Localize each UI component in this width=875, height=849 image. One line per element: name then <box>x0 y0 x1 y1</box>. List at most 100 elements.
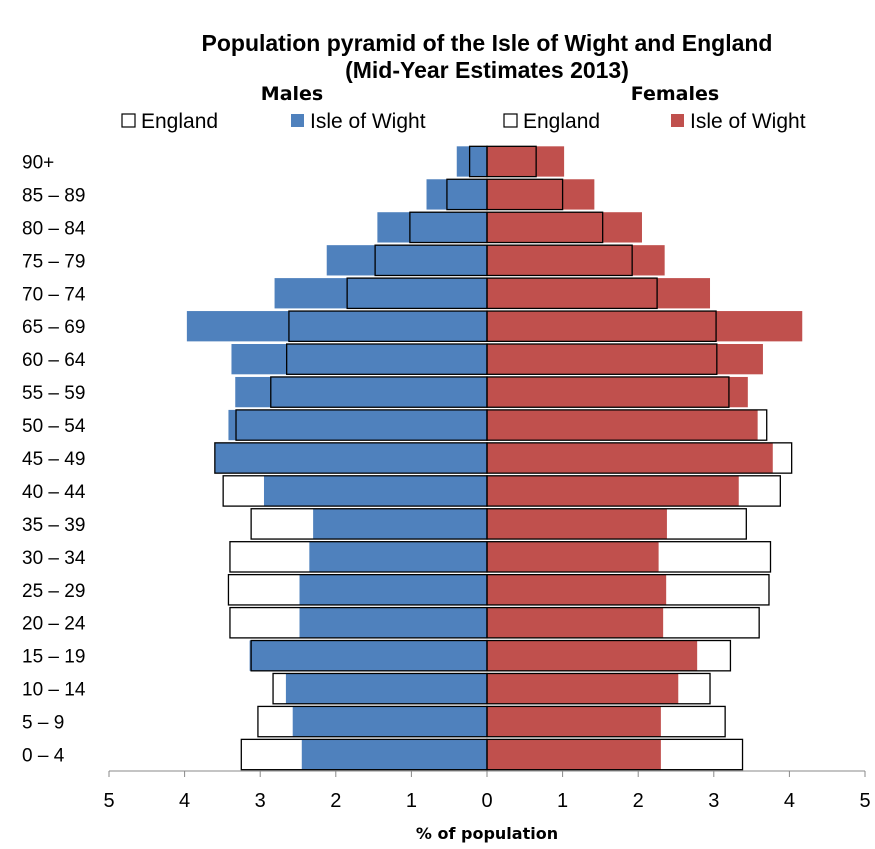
bar-england-female <box>486 244 633 277</box>
bar-iow-female <box>487 409 758 441</box>
bar-iow-female <box>487 706 661 737</box>
bar-iow-male <box>309 541 487 572</box>
bar-iow-female <box>487 212 642 243</box>
bar-iow-female <box>487 376 748 408</box>
category-label: 70 – 74 <box>22 284 86 305</box>
legend: England Isle of Wight England Isle of Wi… <box>121 110 806 133</box>
bar-england-female <box>486 705 726 738</box>
legend-swatch-england-female <box>503 113 518 128</box>
x-tick-label: 4 <box>784 790 795 812</box>
bar-iow-male <box>426 179 487 210</box>
category-label: 55 – 59 <box>22 383 85 404</box>
bar-iow-male <box>301 739 487 770</box>
bar-iow-male <box>299 607 487 638</box>
x-tick-label: 3 <box>255 790 266 812</box>
category-label: 65 – 69 <box>22 317 85 338</box>
x-tick-label: 0 <box>481 790 492 812</box>
x-axis: 5 4 3 2 1 0 1 2 3 4 5 <box>103 770 871 812</box>
bar-iow-female <box>487 640 698 671</box>
bar-england-female <box>486 606 760 639</box>
bar-iow-male <box>231 344 487 375</box>
bar-iow-male <box>313 508 487 540</box>
bar-iow-male <box>235 376 487 408</box>
legend-swatch-iow-female <box>671 114 684 127</box>
x-tick-label: 5 <box>103 790 114 812</box>
category-label: 75 – 79 <box>22 251 85 272</box>
bar-iow-female <box>487 442 773 474</box>
legend-swatch-iow-male <box>291 114 304 127</box>
chart-title-line2: (Mid-Year Estimates 2013) <box>345 57 629 83</box>
bar-iow-female <box>487 278 711 309</box>
bar-england-female <box>486 738 744 771</box>
x-tick-label: 5 <box>859 790 870 812</box>
england-bars <box>214 145 793 771</box>
x-tick-label: 2 <box>633 790 644 812</box>
bar-iow-female <box>487 311 803 342</box>
bar-england-female <box>486 442 793 474</box>
bar-iow-female <box>487 475 739 507</box>
bar-iow-female <box>487 541 659 572</box>
bar-england-female <box>486 475 781 507</box>
bar-iow-female <box>487 146 565 177</box>
category-label: 30 – 34 <box>22 548 86 569</box>
x-tick-label: 1 <box>557 790 568 812</box>
chart-title-line1: Population pyramid of the Isle of Wight … <box>202 30 773 56</box>
legend-label-iow-female: Isle of Wight <box>690 110 806 133</box>
x-tick-label: 2 <box>330 790 341 812</box>
bar-england-female <box>486 508 747 540</box>
bar-iow-female <box>487 607 664 638</box>
bar-iow-male <box>299 574 487 605</box>
category-label: 45 – 49 <box>22 449 85 470</box>
category-label: 90+ <box>22 152 54 173</box>
category-label: 50 – 54 <box>22 416 86 437</box>
bar-iow-female <box>487 245 665 276</box>
x-tick-label: 3 <box>708 790 719 812</box>
category-label: 10 – 14 <box>22 680 86 701</box>
males-label: Males <box>261 83 323 105</box>
category-label: 35 – 39 <box>22 515 85 536</box>
bar-iow-female <box>487 574 667 605</box>
bar-iow-female <box>487 344 763 375</box>
bar-iow-male <box>274 278 487 309</box>
bar-iow-female <box>487 739 661 770</box>
category-label: 20 – 24 <box>22 614 86 635</box>
legend-label-iow-male: Isle of Wight <box>310 110 426 133</box>
category-label: 0 – 4 <box>22 746 65 767</box>
legend-label-england-male: England <box>141 110 218 133</box>
bar-iow-female <box>487 179 595 210</box>
category-label: 85 – 89 <box>22 185 85 206</box>
category-label: 80 – 84 <box>22 218 86 239</box>
bar-iow-female <box>487 673 679 704</box>
bar-england-female <box>486 178 564 211</box>
bar-iow-female <box>487 508 667 540</box>
bar-england-female <box>486 376 730 408</box>
bar-iow-male <box>326 245 487 276</box>
bar-iow-male <box>249 640 487 671</box>
bar-england-female <box>486 573 770 606</box>
bar-england-female <box>486 277 658 310</box>
x-axis-label: % of population <box>416 824 558 843</box>
category-label: 25 – 29 <box>22 581 85 602</box>
bar-iow-male <box>292 706 487 737</box>
bar-iow-male <box>285 673 487 704</box>
category-label: 5 – 9 <box>22 713 64 734</box>
bar-england-female <box>486 409 768 441</box>
bar-england-female <box>486 145 537 178</box>
bar-england-female <box>486 541 772 573</box>
iow-bars <box>186 146 803 770</box>
females-label: Females <box>631 83 719 105</box>
bar-iow-male <box>214 442 487 474</box>
bar-england-female <box>486 343 718 375</box>
x-tick-label: 4 <box>179 790 190 812</box>
bar-iow-male <box>377 212 487 243</box>
bar-iow-male <box>456 146 487 177</box>
category-label: 15 – 19 <box>22 647 85 668</box>
category-labels: 0 – 4 5 – 9 10 – 14 15 – 19 20 – 24 25 – 29 30… <box>22 152 86 766</box>
bar-england-female <box>486 672 711 705</box>
bar-england-female <box>486 310 717 343</box>
bar-iow-male <box>263 475 487 507</box>
bar-england-female <box>486 639 732 672</box>
bar-england-female <box>486 211 604 244</box>
category-label: 40 – 44 <box>22 482 86 503</box>
